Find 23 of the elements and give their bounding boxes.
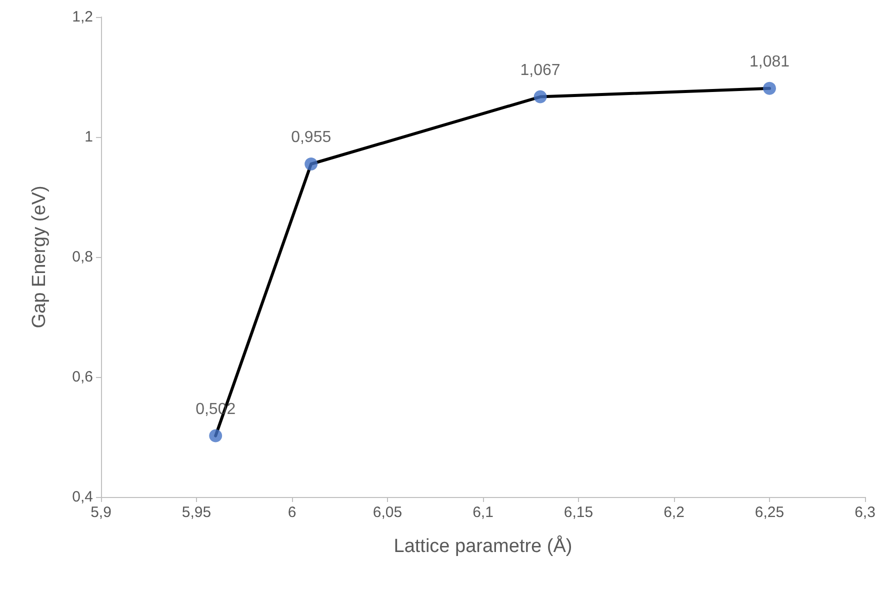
x-tick-label: 6 xyxy=(288,504,296,521)
x-axis-title: Lattice parametre (Å) xyxy=(394,535,572,557)
x-tick-label: 6,15 xyxy=(564,504,594,521)
point xyxy=(763,82,776,95)
y-axis-title: Gap Energy (eV) xyxy=(29,186,50,328)
y-tick-label: 1 xyxy=(84,128,93,146)
y-tick-label: 1,2 xyxy=(72,8,93,26)
x-tick-label: 6,05 xyxy=(372,504,402,521)
point xyxy=(209,429,222,442)
point xyxy=(304,158,318,170)
x-tick-label: 5,95 xyxy=(182,504,212,521)
data-label: 0,955 xyxy=(291,129,332,146)
x-tick-label: 6,25 xyxy=(754,504,784,521)
point xyxy=(534,90,547,104)
x-tick-label: 6,2 xyxy=(664,504,684,521)
y-tick-label: 0,6 xyxy=(72,368,93,386)
x-tick-label: 6,3 xyxy=(854,504,876,521)
x-tick-label: 6,1 xyxy=(472,504,494,521)
y-tick-label: 0,4 xyxy=(72,488,93,506)
y-tick-label: 0,8 xyxy=(72,248,93,266)
data-label: 1,067 xyxy=(520,62,560,79)
data-label: 1,081 xyxy=(749,53,790,70)
x-tick-label: 5,9 xyxy=(90,504,112,521)
